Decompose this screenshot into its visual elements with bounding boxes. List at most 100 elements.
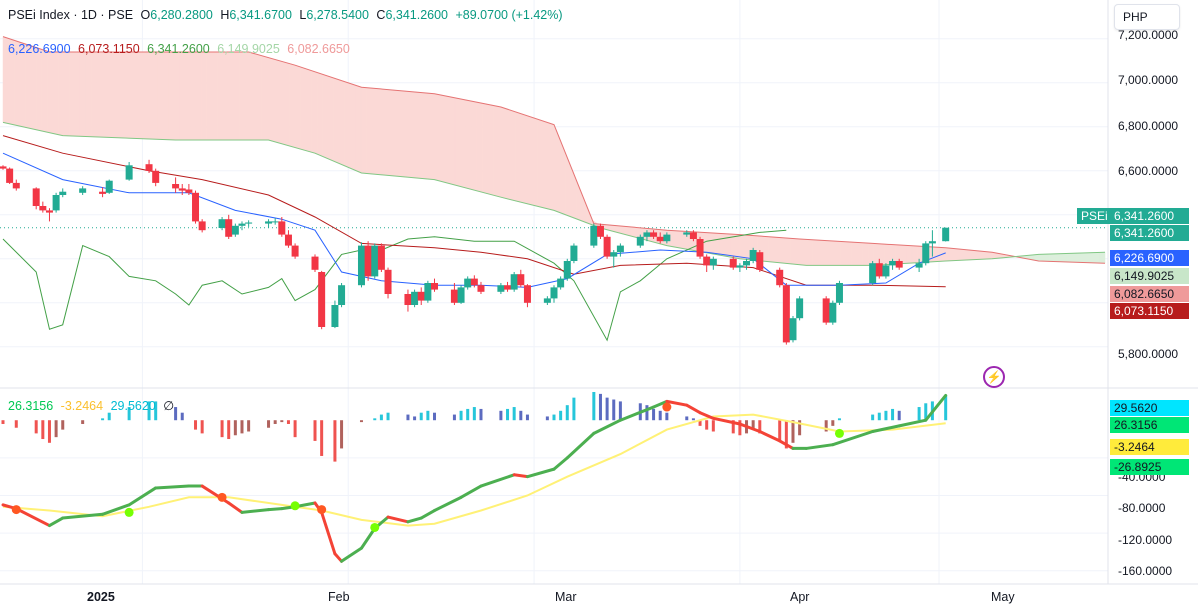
histogram-bar <box>101 418 105 421</box>
candle-body <box>318 272 326 327</box>
candle-body <box>543 298 551 303</box>
candle-body <box>371 245 379 277</box>
cloud-segment <box>906 245 913 264</box>
cloud-segment <box>432 93 439 181</box>
cloud-segment <box>57 51 64 136</box>
lightning-icon[interactable]: ⚡ <box>983 366 1005 388</box>
cloud-segment <box>388 89 395 177</box>
cloud-segment <box>785 237 792 265</box>
cloud-segment <box>393 89 400 177</box>
osc-value-2: -3.2464 <box>60 399 104 413</box>
histogram-bar <box>240 420 244 434</box>
cloud-segment <box>454 97 461 187</box>
cloud-segment <box>300 66 307 151</box>
histogram-bar <box>552 414 556 421</box>
cloud-segment <box>46 50 53 134</box>
candle-body <box>79 188 87 193</box>
cloud-segment <box>708 232 715 255</box>
candle-body <box>477 285 485 292</box>
candle-body <box>643 232 651 237</box>
cloud-segment <box>212 51 219 141</box>
candle-body <box>364 245 372 277</box>
histogram-bar <box>784 420 788 449</box>
fast-line-segment <box>359 526 377 550</box>
symbol-name[interactable]: PSEi Index · 1D · PSE <box>8 8 134 22</box>
histogram-bar <box>233 420 237 436</box>
price-tick-6800: 6,800.0000 <box>1118 119 1179 133</box>
oscillator-pane <box>1 392 948 563</box>
date-tick-apr: Apr <box>790 590 810 604</box>
ichimoku-value-3: 6,341.2600 <box>147 42 210 56</box>
candle-body <box>749 250 757 261</box>
cloud-segment <box>311 70 318 155</box>
candle-body <box>557 278 565 288</box>
histogram-bar <box>652 408 656 421</box>
cloud-segment <box>179 51 186 141</box>
candle-body <box>822 298 830 323</box>
cross-marker <box>370 522 380 532</box>
candle-body <box>922 243 930 264</box>
fast-line-segment <box>320 510 337 556</box>
osc-value-1: 26.3156 <box>8 399 54 413</box>
candle-body <box>411 291 419 305</box>
candle-body <box>789 318 797 341</box>
cloud-segment <box>52 51 59 135</box>
date-tick-may: May <box>991 590 1015 604</box>
cloud-segment <box>1060 253 1067 263</box>
price-tick-6600: 6,600.0000 <box>1118 164 1179 178</box>
fast-line-segment <box>479 473 516 488</box>
cloud-segment <box>96 51 103 138</box>
cloud-segment <box>818 239 825 266</box>
candle-body <box>245 222 253 224</box>
histogram-bar <box>247 420 251 432</box>
histogram-bar <box>944 395 948 421</box>
fast-line-segment <box>14 507 51 528</box>
cloud-segment <box>493 105 500 197</box>
fast-line-segment <box>665 399 689 407</box>
cloud-segment <box>564 151 571 218</box>
candle-body <box>59 191 67 195</box>
cloud-segment <box>377 88 384 176</box>
cloud-segment <box>1038 253 1045 262</box>
leading-span-b-tag: 6,082.6650 <box>1110 286 1189 302</box>
fast-line-segment <box>512 473 529 479</box>
lagging-span <box>2 229 787 342</box>
histogram-bar <box>220 420 224 438</box>
candle-body <box>616 245 624 253</box>
candle-body <box>431 283 439 290</box>
histogram-bar <box>884 410 888 421</box>
cloud-segment <box>427 92 434 180</box>
histogram-bar <box>373 418 377 421</box>
candle-body <box>603 236 611 257</box>
ichimoku-value-4: 6,149.9025 <box>217 42 280 56</box>
candle-body <box>105 180 113 193</box>
histogram-bar <box>824 420 828 432</box>
candle-body <box>829 302 837 323</box>
candle-body <box>172 184 180 189</box>
cloud-segment <box>129 51 136 139</box>
cloud-segment <box>669 230 676 248</box>
cloud-segment <box>1088 252 1095 264</box>
cloud-segment <box>845 241 852 266</box>
histogram-bar <box>612 399 616 421</box>
candle-body <box>192 192 200 222</box>
fast-line-segment <box>227 501 244 514</box>
cloud-segment <box>978 250 985 260</box>
cloud-segment <box>515 111 522 203</box>
histogram-bar <box>174 407 178 421</box>
histogram-bar <box>598 393 602 421</box>
date-tick-2025: 2025 <box>87 590 115 604</box>
cloud-segment <box>961 249 968 261</box>
cloud-segment <box>862 242 869 266</box>
histogram-bar <box>751 420 755 430</box>
cloud-segment <box>190 51 197 141</box>
cloud-segment <box>1082 252 1089 263</box>
ichimoku-value-2: 6,073.1150 <box>78 42 140 56</box>
cloud-segment <box>24 43 31 129</box>
candle-body <box>125 165 133 180</box>
candle-body <box>424 283 432 301</box>
currency-button[interactable]: PHP <box>1114 4 1180 30</box>
cross-marker <box>11 505 21 515</box>
histogram-bar <box>227 420 231 440</box>
